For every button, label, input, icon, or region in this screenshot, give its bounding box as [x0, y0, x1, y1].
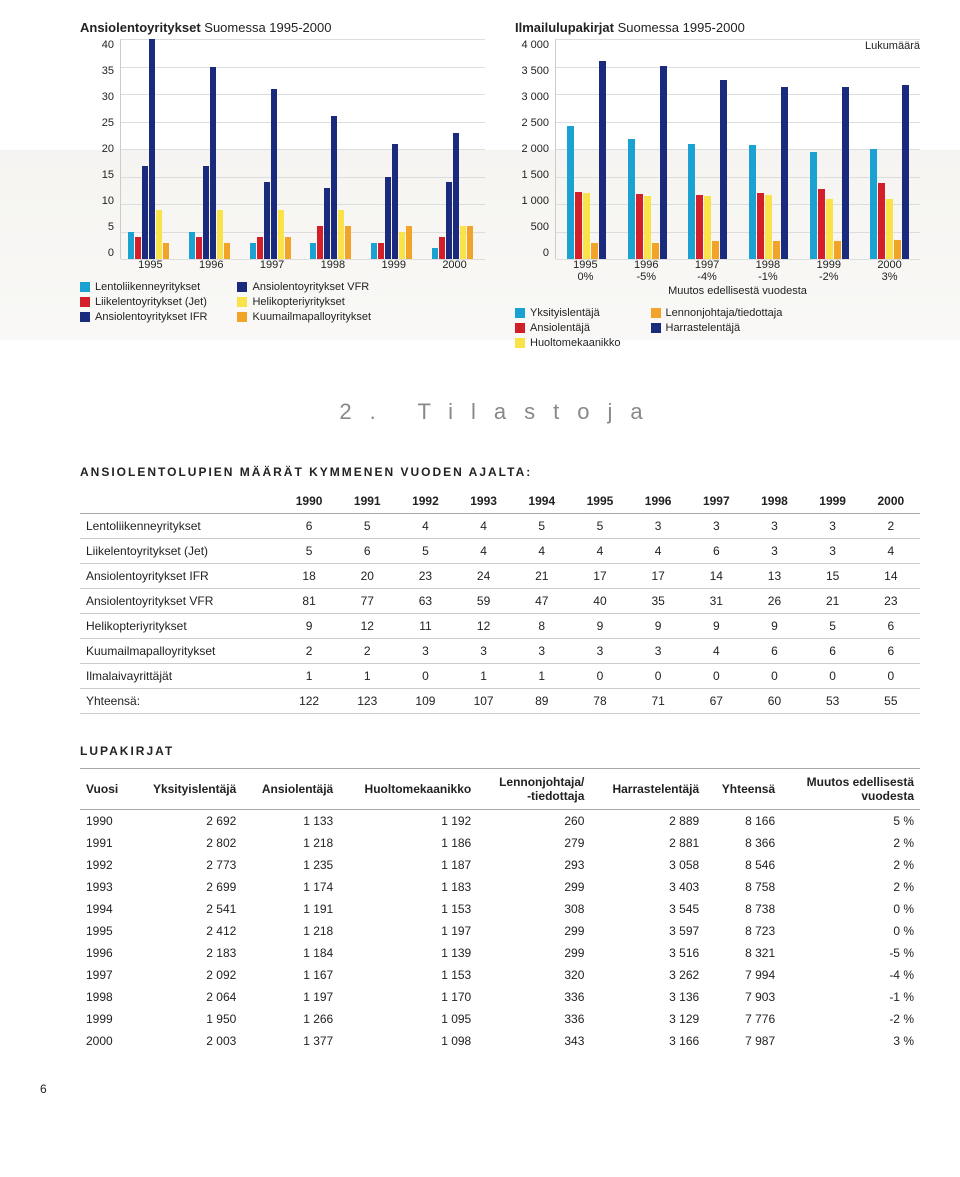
- chart-ansiolento: Ansiolentoyritykset Suomessa 1995-2000 4…: [80, 20, 485, 349]
- chart1-title-bold: Ansiolentoyritykset: [80, 20, 201, 35]
- chart-lupakirjat: Ilmailulupakirjat Suomessa 1995-2000 Luk…: [515, 20, 920, 349]
- chart2-pct-row: 0%-5%-4%-1%-2%3%: [555, 271, 920, 283]
- chart1-xaxis: 199519961997199819992000: [120, 259, 485, 271]
- chart1-legend: LentoliikenneyrityksetLiikelentoyritykse…: [80, 281, 485, 323]
- chart2-legend: YksityislentäjäAnsiolentäjäHuoltomekaani…: [515, 307, 920, 349]
- chart2-plot: [555, 39, 920, 259]
- chart1-plot: [120, 39, 485, 259]
- chart2-title-bold: Ilmailulupakirjat: [515, 20, 614, 35]
- section-title: 2. Tilastoja: [80, 399, 920, 425]
- chart2-title-rest: Suomessa 1995-2000: [614, 20, 745, 35]
- table2-header: LUPAKIRJAT: [80, 744, 920, 758]
- chart1-title-rest: Suomessa 1995-2000: [201, 20, 332, 35]
- table1-header: ANSIOLENTOLUPIEN MÄÄRÄT KYMMENEN VUODEN …: [80, 465, 920, 479]
- table-lupakirjat: VuosiYksityislentäjäAnsiolentäjäHuoltome…: [80, 768, 920, 1052]
- chart1-title: Ansiolentoyritykset Suomessa 1995-2000: [80, 20, 485, 35]
- chart2-title: Ilmailulupakirjat Suomessa 1995-2000: [515, 20, 920, 35]
- table-ansiolento: 1990199119921993199419951996199719981999…: [80, 489, 920, 714]
- chart2-yaxis: 4 0003 5003 0002 5002 0001 5001 0005000: [515, 39, 555, 259]
- chart1-yaxis: 4035302520151050: [80, 39, 120, 259]
- charts-row: Ansiolentoyritykset Suomessa 1995-2000 4…: [80, 20, 920, 349]
- chart2-xaxis: 199519961997199819992000: [555, 259, 920, 271]
- chart2-muutos: Muutos edellisestä vuodesta: [555, 285, 920, 297]
- page-number: 6: [40, 1082, 920, 1096]
